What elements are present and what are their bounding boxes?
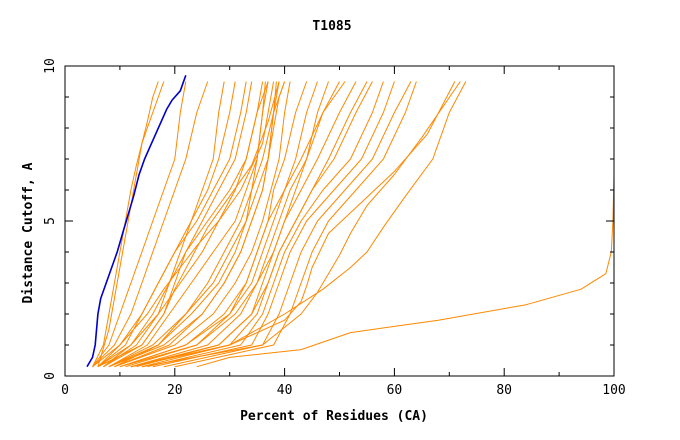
x-tick-label: 60 bbox=[387, 383, 403, 398]
x-tick-label: 80 bbox=[496, 383, 512, 398]
series-line-6 bbox=[92, 81, 275, 368]
series-line-15 bbox=[147, 81, 384, 368]
series-line-33 bbox=[114, 81, 277, 368]
series-line-29 bbox=[92, 81, 187, 368]
series-line-highlight bbox=[86, 75, 187, 368]
x-axis-label: Percent of Residues (CA) bbox=[240, 409, 428, 424]
series-line-10 bbox=[119, 81, 308, 368]
series-line-9 bbox=[114, 81, 291, 368]
chart-title: T1085 bbox=[312, 19, 351, 34]
series-line-34 bbox=[97, 81, 236, 368]
series-line-27 bbox=[114, 81, 286, 368]
x-tick-label: 0 bbox=[61, 383, 69, 398]
y-axis: 0 5 10 bbox=[43, 58, 614, 380]
x-tick-label: 40 bbox=[277, 383, 293, 398]
series-line-11 bbox=[119, 81, 318, 368]
x-tick-label: 20 bbox=[167, 383, 183, 398]
y-tick-label: 0 bbox=[43, 372, 58, 380]
series-line-1 bbox=[196, 81, 615, 368]
series-line-20 bbox=[141, 81, 461, 368]
series-line-2 bbox=[92, 81, 165, 367]
x-tick-label: 100 bbox=[602, 383, 625, 398]
series-line-18 bbox=[174, 81, 417, 368]
series-layer bbox=[86, 75, 615, 368]
series-line-31 bbox=[119, 81, 346, 368]
series-line-25 bbox=[103, 81, 280, 368]
series-line-17 bbox=[163, 81, 412, 368]
series-line-28 bbox=[92, 81, 209, 368]
series-line-21 bbox=[130, 81, 456, 368]
y-tick-label: 5 bbox=[43, 217, 58, 225]
y-tick-label: 10 bbox=[43, 58, 58, 74]
x-axis: 0 20 40 60 80 100 bbox=[61, 66, 626, 398]
series-line-19 bbox=[130, 81, 467, 368]
series-line-24 bbox=[103, 81, 225, 368]
y-axis-label: Distance Cutoff, A bbox=[21, 162, 36, 303]
series-line-16 bbox=[152, 81, 395, 368]
series-line-35 bbox=[108, 81, 266, 368]
series-line-22 bbox=[97, 81, 269, 368]
series-line-32 bbox=[136, 81, 368, 368]
series-line-4 bbox=[97, 81, 247, 368]
series-line-12 bbox=[130, 81, 340, 368]
